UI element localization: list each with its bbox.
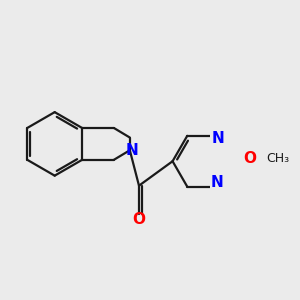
Text: O: O <box>133 212 146 227</box>
Text: O: O <box>244 151 256 166</box>
Text: N: N <box>212 131 224 146</box>
Text: N: N <box>126 143 139 158</box>
Text: N: N <box>210 176 223 190</box>
Text: CH₃: CH₃ <box>266 152 289 165</box>
